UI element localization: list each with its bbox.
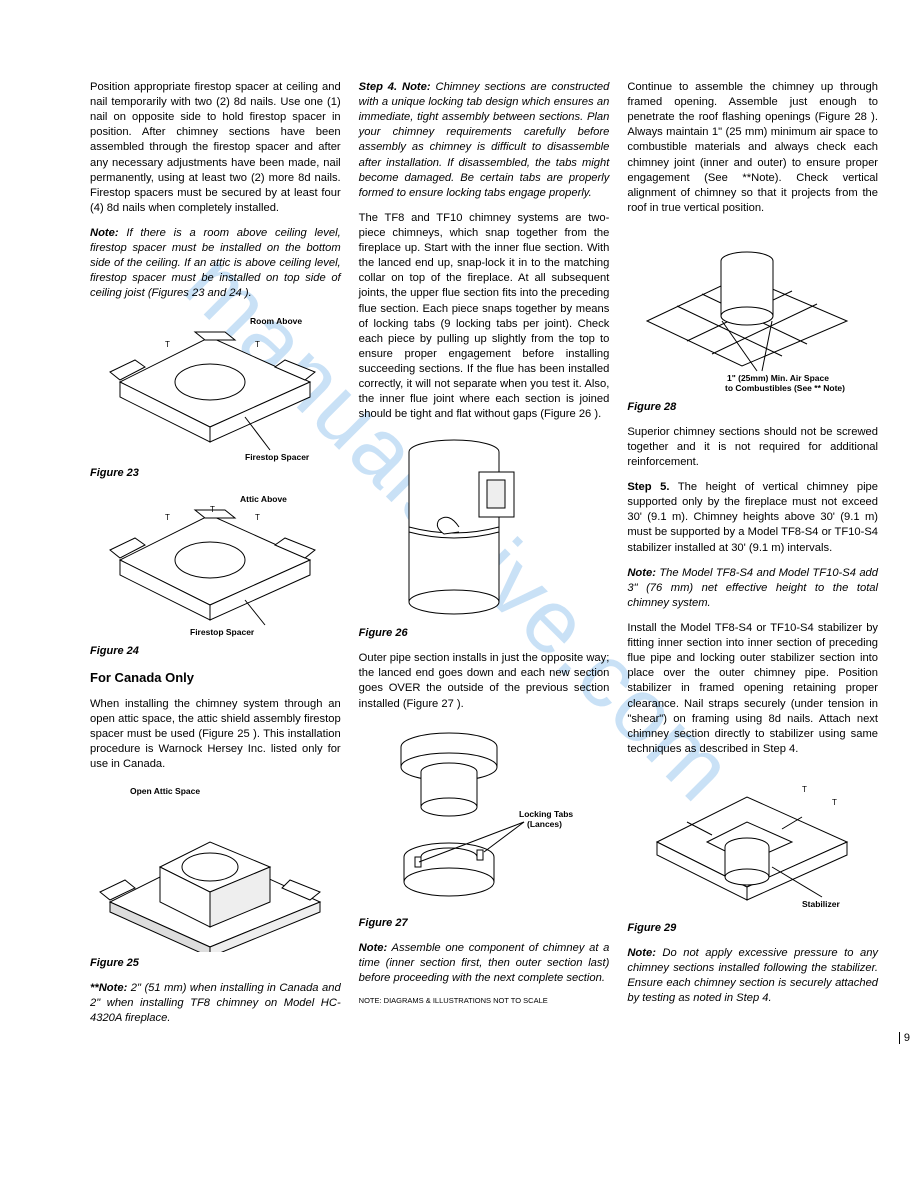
svg-text:T: T <box>255 513 260 522</box>
step5-prefix: Step 5. <box>627 481 669 493</box>
fig28-label1: 1" (25mm) Min. Air Space <box>727 373 829 383</box>
step4-text: Chimney sections are constructed with a … <box>359 81 610 199</box>
fig24-attic-label: Attic Above <box>240 494 287 504</box>
col1-p2: When installing the chimney system throu… <box>90 697 341 773</box>
column-1: Position appropriate firestop spacer at … <box>90 80 341 1036</box>
col2-p1: The TF8 and TF10 chimney systems are two… <box>359 211 610 423</box>
col3-note2-prefix: Note: <box>627 947 656 959</box>
col1-p1: Position appropriate firestop spacer at … <box>90 80 341 216</box>
col2-note-text: Assemble one component of chimney at a t… <box>359 942 610 984</box>
fig26-caption: Figure 26 <box>359 626 610 641</box>
figure-29: T T Stabilizer <box>627 767 878 917</box>
col3-step5: Step 5. The height of vertical chimney p… <box>627 480 878 556</box>
fig27-label2: (Lances) <box>527 819 562 829</box>
svg-text:T: T <box>210 505 215 514</box>
note-prefix: Note: <box>90 227 119 239</box>
col2-step4: Step 4. Note: Chimney sections are const… <box>359 80 610 201</box>
canada-heading: For Canada Only <box>90 669 341 687</box>
fig29-label: Stabilizer <box>802 899 840 909</box>
fig27-caption: Figure 27 <box>359 916 610 931</box>
note2-prefix: **Note: <box>90 982 127 994</box>
fig25-caption: Figure 25 <box>90 956 341 971</box>
fig23-room-label: Room Above <box>250 316 302 326</box>
col3-p1: Continue to assemble the chimney up thro… <box>627 80 878 216</box>
figure-26 <box>359 432 610 622</box>
fig24-spacer-label: Firestop Spacer <box>190 627 255 637</box>
figure-24: Attic Above T T T Firestop Spacer <box>90 490 341 640</box>
col3-note2: Note: Do not apply excessive pressure to… <box>627 946 878 1006</box>
fig29-caption: Figure 29 <box>627 921 878 936</box>
step4-prefix: Step 4. Note: <box>359 81 431 93</box>
col1-note1: Note: If there is a room above ceiling l… <box>90 226 341 302</box>
col2-note-prefix: Note: <box>359 942 388 954</box>
figure-27: Locking Tabs (Lances) <box>359 722 610 912</box>
figure-23: Room Above T T Firesto <box>90 312 341 462</box>
col3-note1-prefix: Note: <box>627 567 656 579</box>
figure-25: Open Attic Space <box>90 782 341 952</box>
footnote: NOTE: DIAGRAMS & ILLUSTRATIONS NOT TO SC… <box>359 996 610 1006</box>
col3-note1-text: The Model TF8-S4 and Model TF10-S4 add 3… <box>627 567 878 609</box>
fig24-caption: Figure 24 <box>90 644 341 659</box>
col3-note2-text: Do not apply excessive pressure to any c… <box>627 947 878 1004</box>
svg-text:T: T <box>832 798 837 807</box>
svg-text:T: T <box>165 513 170 522</box>
svg-text:T: T <box>255 340 260 349</box>
column-2: Step 4. Note: Chimney sections are const… <box>359 80 610 1036</box>
fig23-caption: Figure 23 <box>90 466 341 481</box>
column-3: Continue to assemble the chimney up thro… <box>627 80 878 1036</box>
fig27-label1: Locking Tabs <box>519 809 573 819</box>
note2-text: 2" (51 mm) when installing in Canada and… <box>90 982 341 1024</box>
fig23-spacer-label: Firestop Spacer <box>245 452 310 462</box>
columns: Position appropriate firestop spacer at … <box>90 80 878 1036</box>
col1-note2: **Note: 2" (51 mm) when installing in Ca… <box>90 981 341 1026</box>
col3-p3: Install the Model TF8-S4 or TF10-S4 stab… <box>627 621 878 757</box>
note-text: If there is a room above ceiling level, … <box>90 227 341 299</box>
col2-p2: Outer pipe section installs in just the … <box>359 651 610 711</box>
col3-note1: Note: The Model TF8-S4 and Model TF10-S4… <box>627 566 878 611</box>
svg-text:T: T <box>802 785 807 794</box>
fig28-caption: Figure 28 <box>627 400 878 415</box>
fig28-label2: to Combustibles (See ** Note) <box>725 383 845 393</box>
svg-text:T: T <box>165 340 170 349</box>
page-number: 9 <box>899 1032 910 1044</box>
col2-note: Note: Assemble one component of chimney … <box>359 941 610 986</box>
col3-p2: Superior chimney sections should not be … <box>627 425 878 470</box>
figure-28: 1" (25mm) Min. Air Space to Combustibles… <box>627 226 878 396</box>
fig25-label: Open Attic Space <box>130 786 200 796</box>
